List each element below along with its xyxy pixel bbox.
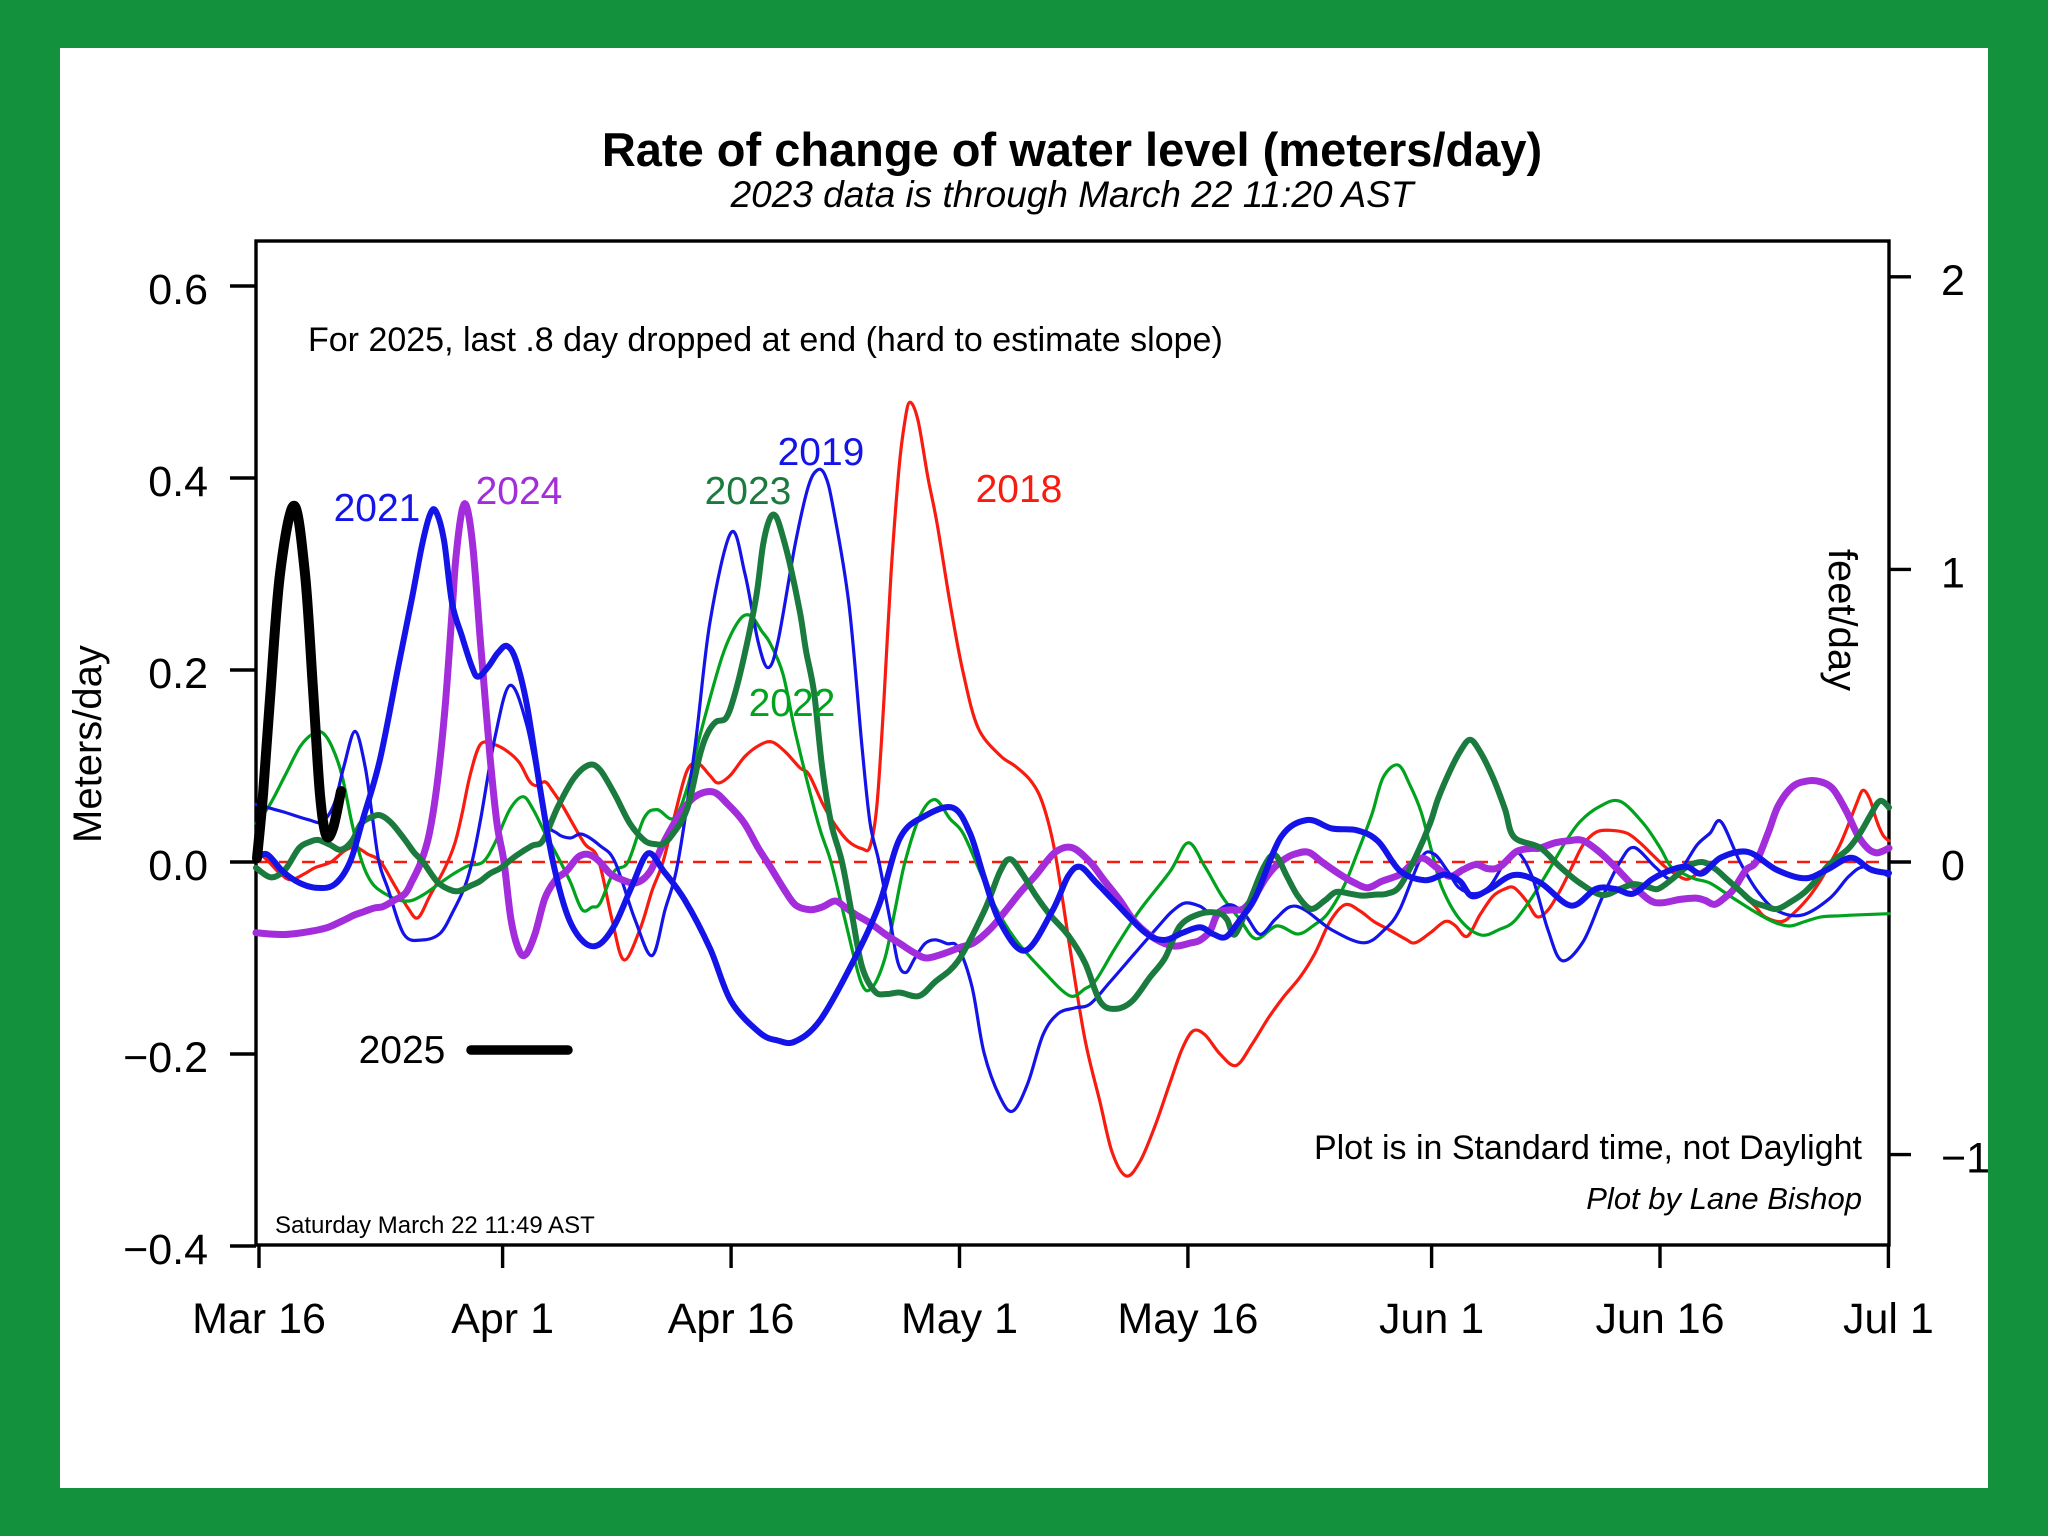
svg-text:2: 2 [1941,257,1965,305]
svg-text:Jul 1: Jul 1 [1843,1295,1934,1343]
svg-text:feet/day: feet/day [1820,549,1864,691]
svg-text:2022: 2022 [749,682,836,725]
svg-text:Jun 1: Jun 1 [1379,1295,1484,1343]
svg-text:Plot by Lane Bishop: Plot by Lane Bishop [1586,1181,1862,1216]
svg-text:2021: 2021 [334,487,421,530]
svg-text:1: 1 [1941,549,1965,597]
svg-text:−0.2: −0.2 [123,1034,208,1082]
svg-text:Plot is in Standard time, not: Plot is in Standard time, not Daylight [1314,1129,1863,1167]
svg-text:0.4: 0.4 [148,458,208,506]
svg-text:Saturday March 22 11:49 AST: Saturday March 22 11:49 AST [275,1212,595,1239]
svg-text:2018: 2018 [976,468,1063,511]
svg-text:0: 0 [1941,842,1965,890]
svg-text:Meters/day: Meters/day [66,645,110,843]
svg-text:0.0: 0.0 [148,842,208,890]
svg-text:2019: 2019 [778,431,865,474]
svg-text:0.2: 0.2 [148,650,208,698]
svg-text:−0.4: −0.4 [123,1226,208,1274]
svg-text:Apr 16: Apr 16 [668,1295,795,1343]
svg-text:Apr 1: Apr 1 [451,1295,554,1343]
svg-text:−1: −1 [1941,1135,1990,1183]
svg-text:2024: 2024 [476,470,563,513]
svg-text:2025: 2025 [359,1029,446,1072]
svg-text:Mar 16: Mar 16 [192,1295,326,1343]
svg-text:Jun 16: Jun 16 [1595,1295,1724,1343]
svg-text:Rate of change of water level: Rate of change of water level (meters/da… [602,123,1542,176]
svg-text:2023: 2023 [705,470,792,513]
svg-text:0.6: 0.6 [148,266,208,314]
svg-text:May 16: May 16 [1117,1295,1258,1343]
svg-text:2023 data is through March 22: 2023 data is through March 22 11:20 AST [730,174,1416,215]
svg-text:For 2025, last .8 day dropped: For 2025, last .8 day dropped at end (ha… [308,321,1223,359]
svg-text:May 1: May 1 [901,1295,1018,1343]
